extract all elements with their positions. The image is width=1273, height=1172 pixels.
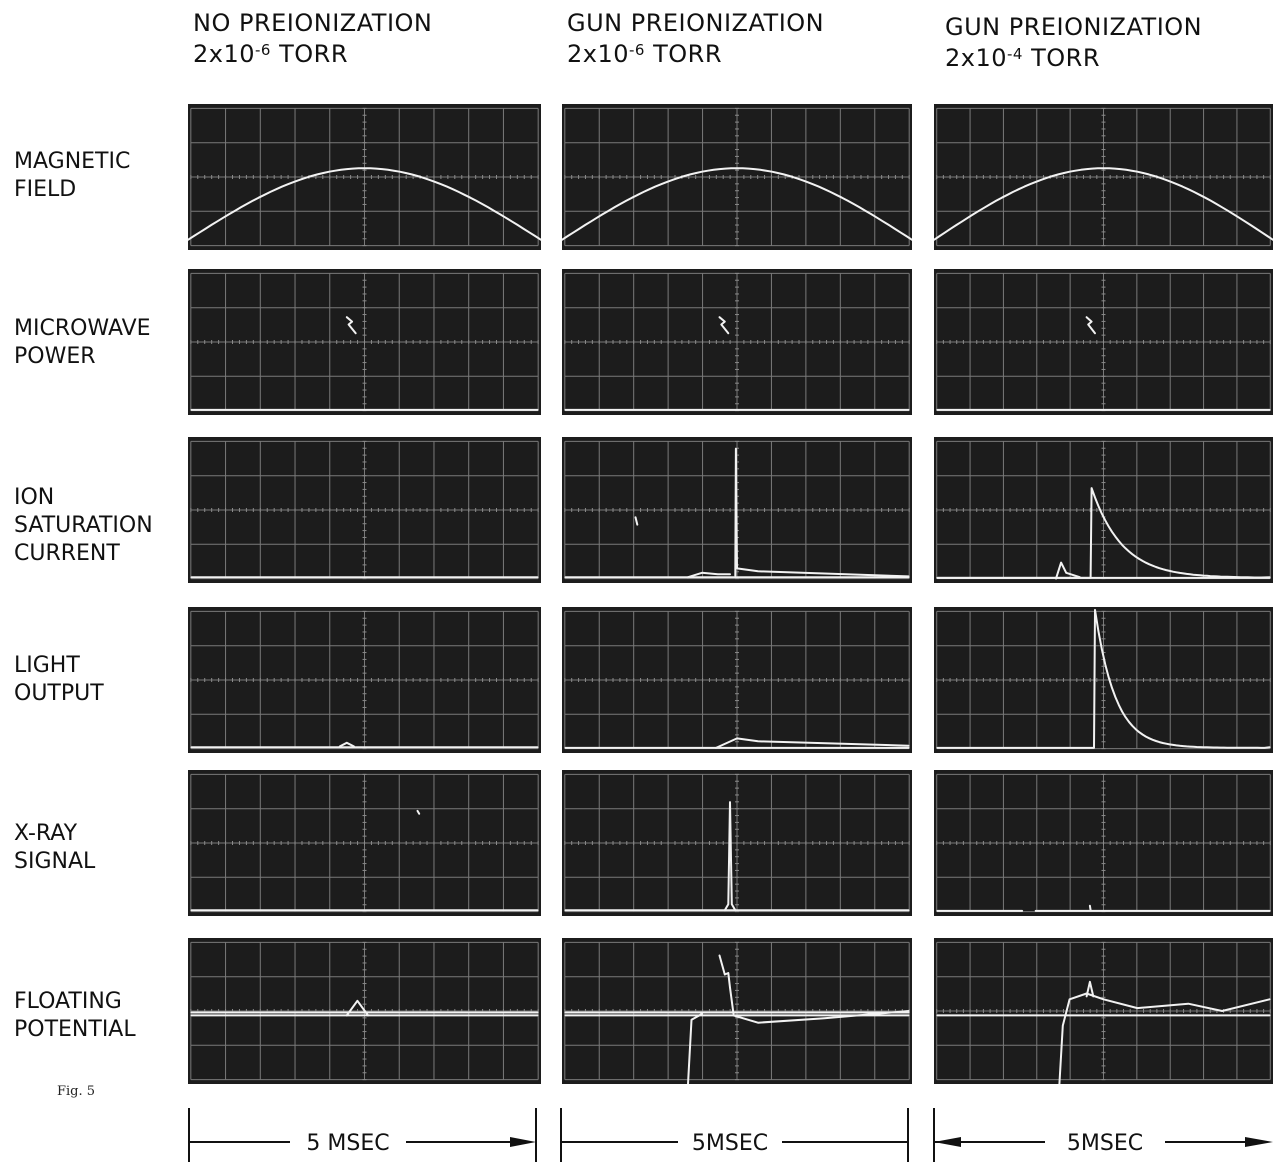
scope-magnetic-field-1 xyxy=(188,104,541,250)
pressure-unit: TORR xyxy=(279,40,349,68)
column-heading: GUN PREIONIZATION xyxy=(567,9,825,37)
pressure-unit: TORR xyxy=(1031,44,1101,72)
column-heading: NO PREIONIZATION xyxy=(193,9,433,37)
pressure-unit: TORR xyxy=(653,40,723,68)
time-scale-label: 5MSEC xyxy=(692,1131,768,1156)
time-scale-label: 5MSEC xyxy=(1067,1131,1143,1156)
scope-trace xyxy=(564,954,910,1084)
scope-magnetic-field-3 xyxy=(934,104,1273,250)
scope-microwave-power-3 xyxy=(934,269,1273,415)
pressure-label: 2x10-6 TORR xyxy=(567,39,824,70)
scope-trace xyxy=(936,980,1271,1084)
scope-magnetic-field-2 xyxy=(562,104,912,250)
pressure-exponent: -6 xyxy=(629,41,645,59)
pressure-exponent: -6 xyxy=(255,41,271,59)
scope-light-output-1 xyxy=(188,607,541,753)
scope-floating-potential-2 xyxy=(562,938,912,1084)
row-label-x-ray-signal: X-RAY SIGNAL xyxy=(14,821,96,874)
scope-trace xyxy=(564,801,910,912)
figure-label: Fig. 5 xyxy=(57,1084,96,1099)
scope-trace xyxy=(190,999,539,1017)
scope-trace xyxy=(934,167,1273,241)
scope-floating-potential-1 xyxy=(188,938,541,1084)
time-scale-bar-1: 5 MSEC xyxy=(188,1108,537,1162)
time-scale-label: 5 MSEC xyxy=(306,1131,389,1156)
scope-trace xyxy=(190,741,539,749)
pressure-mantissa: 2x10 xyxy=(193,40,256,68)
column-header-3: GUN PREIONIZATION 2x10-4 TORR xyxy=(945,12,1202,74)
scope-ion-saturation-current-1 xyxy=(188,437,541,583)
pressure-exponent: -4 xyxy=(1007,45,1023,63)
scope-trace xyxy=(564,737,910,749)
scope-trace xyxy=(190,809,539,912)
scope-x-ray-signal-2 xyxy=(562,770,912,916)
scope-trace xyxy=(936,487,1271,580)
pressure-mantissa: 2x10 xyxy=(945,44,1008,72)
scope-light-output-2 xyxy=(562,607,912,753)
scope-trace xyxy=(188,167,541,241)
row-label-floating-potential: FLOATING POTENTIAL xyxy=(14,989,136,1042)
pressure-label: 2x10-4 TORR xyxy=(945,43,1202,74)
scope-trace xyxy=(936,316,1271,411)
row-label-light-output: LIGHT OUTPUT xyxy=(14,653,104,706)
row-label-magnetic-field: MAGNETIC FIELD xyxy=(14,149,131,202)
scope-light-output-3 xyxy=(934,607,1273,753)
scope-trace xyxy=(190,316,539,411)
scope-microwave-power-1 xyxy=(188,269,541,415)
scope-trace xyxy=(562,167,912,241)
scope-ion-saturation-current-2 xyxy=(562,437,912,583)
scope-trace xyxy=(936,608,1271,749)
time-scale-bar-2: 5MSEC xyxy=(560,1108,909,1162)
scope-x-ray-signal-3 xyxy=(934,770,1273,916)
scope-microwave-power-2 xyxy=(562,269,912,415)
pressure-label: 2x10-6 TORR xyxy=(193,39,432,70)
scope-x-ray-signal-1 xyxy=(188,770,541,916)
pressure-mantissa: 2x10 xyxy=(567,40,630,68)
scope-floating-potential-3 xyxy=(934,938,1273,1084)
scope-trace xyxy=(564,316,910,411)
row-label-ion-saturation-current: ION SATURATION CURRENT xyxy=(14,485,153,566)
scope-trace xyxy=(936,904,1271,912)
column-header-1: NO PREIONIZATION 2x10-6 TORR xyxy=(193,8,432,70)
time-scale-bar-3: 5MSEC xyxy=(933,1108,1273,1162)
scope-trace xyxy=(564,447,910,579)
column-header-2: GUN PREIONIZATION 2x10-6 TORR xyxy=(567,8,824,70)
row-label-microwave-power: MICROWAVE POWER xyxy=(14,316,151,369)
column-heading: GUN PREIONIZATION xyxy=(945,13,1203,41)
scope-ion-saturation-current-3 xyxy=(934,437,1273,583)
